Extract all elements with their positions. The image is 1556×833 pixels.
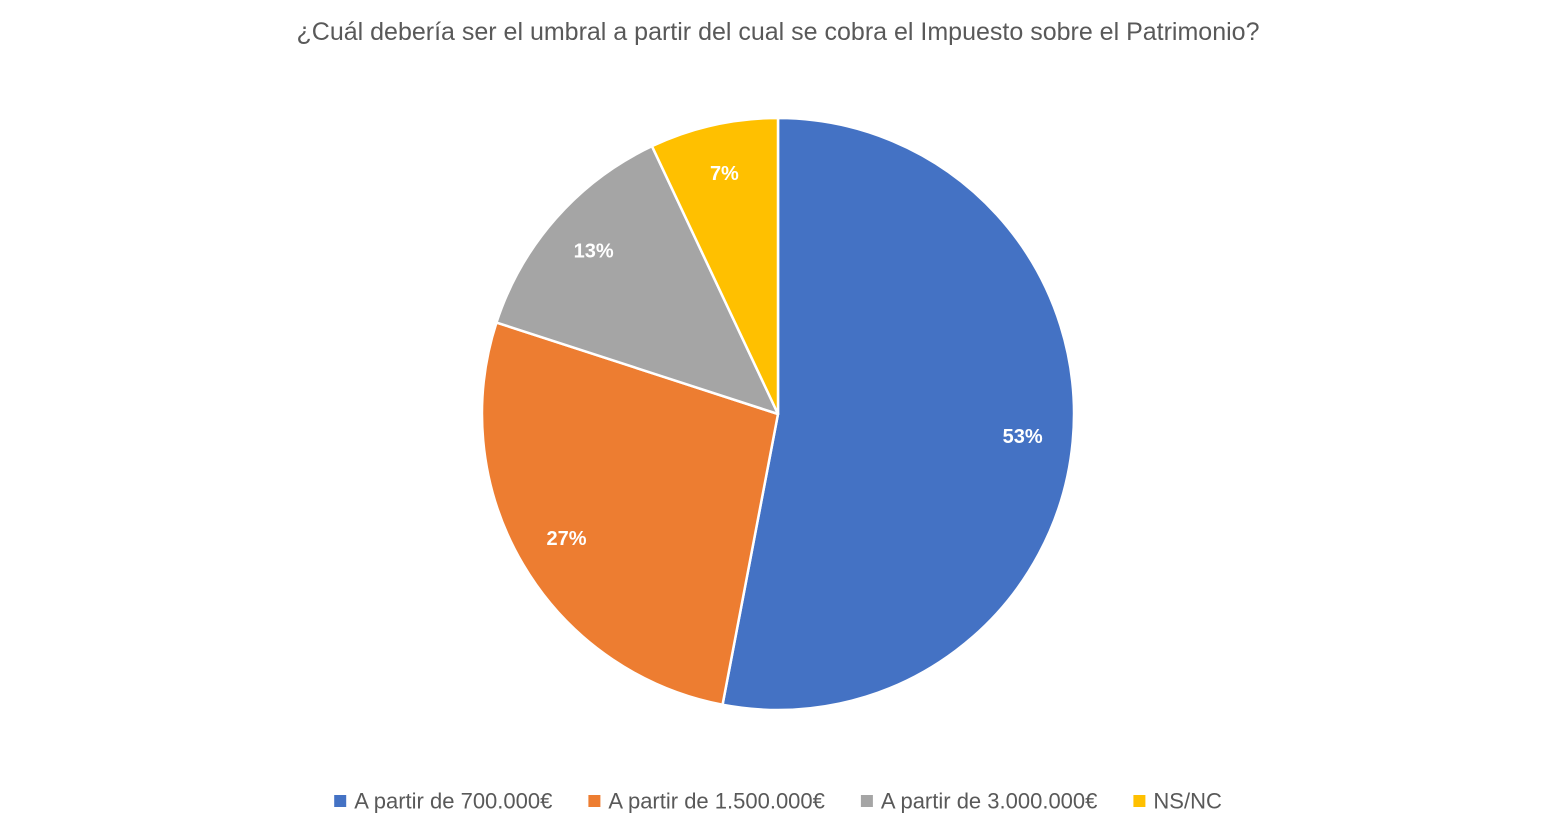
data-label-ns-nc: 7%: [710, 163, 739, 185]
pie-slice-a-partir-de-1-500-000: [480, 321, 780, 707]
legend-label: A partir de 1.500.000€: [608, 789, 825, 814]
legend-marker: [588, 795, 601, 807]
legend-item-ns-nc: NS/NC: [1133, 789, 1222, 814]
pie-slice-a-partir-de-700-000: [721, 116, 1076, 712]
legend-marker: [1133, 795, 1146, 807]
legend: A partir de 700.000€ A partir de 1.500.00…: [334, 789, 1222, 814]
legend-label: A partir de 700.000€: [354, 789, 552, 814]
legend-item-a-partir-de-1-500-000: A partir de 1.500.000€: [588, 789, 825, 814]
chart-title: ¿Cuál debería ser el umbral a partir del…: [297, 18, 1260, 46]
pie-slice-ns-nc: [650, 116, 780, 416]
data-labels: 53% 27% 13% 7%: [546, 163, 1042, 550]
legend-item-a-partir-de-3-000-000: A partir de 3.000.000€: [860, 789, 1098, 814]
data-label-a-partir-de-3-000-000: 13%: [574, 241, 614, 263]
data-label-a-partir-de-1-500-000: 27%: [546, 528, 586, 550]
pie-slices: [480, 116, 1076, 712]
pie-slice-a-partir-de-3-000-000: [495, 144, 780, 416]
legend-label: NS/NC: [1153, 789, 1222, 814]
data-label-a-partir-de-700-000: 53%: [1003, 426, 1043, 448]
legend-marker: [334, 795, 347, 807]
legend-item-a-partir-de-700-000: A partir de 700.000€: [334, 789, 552, 814]
legend-label: A partir de 3.000.000€: [881, 789, 1098, 814]
legend-marker: [860, 795, 873, 807]
